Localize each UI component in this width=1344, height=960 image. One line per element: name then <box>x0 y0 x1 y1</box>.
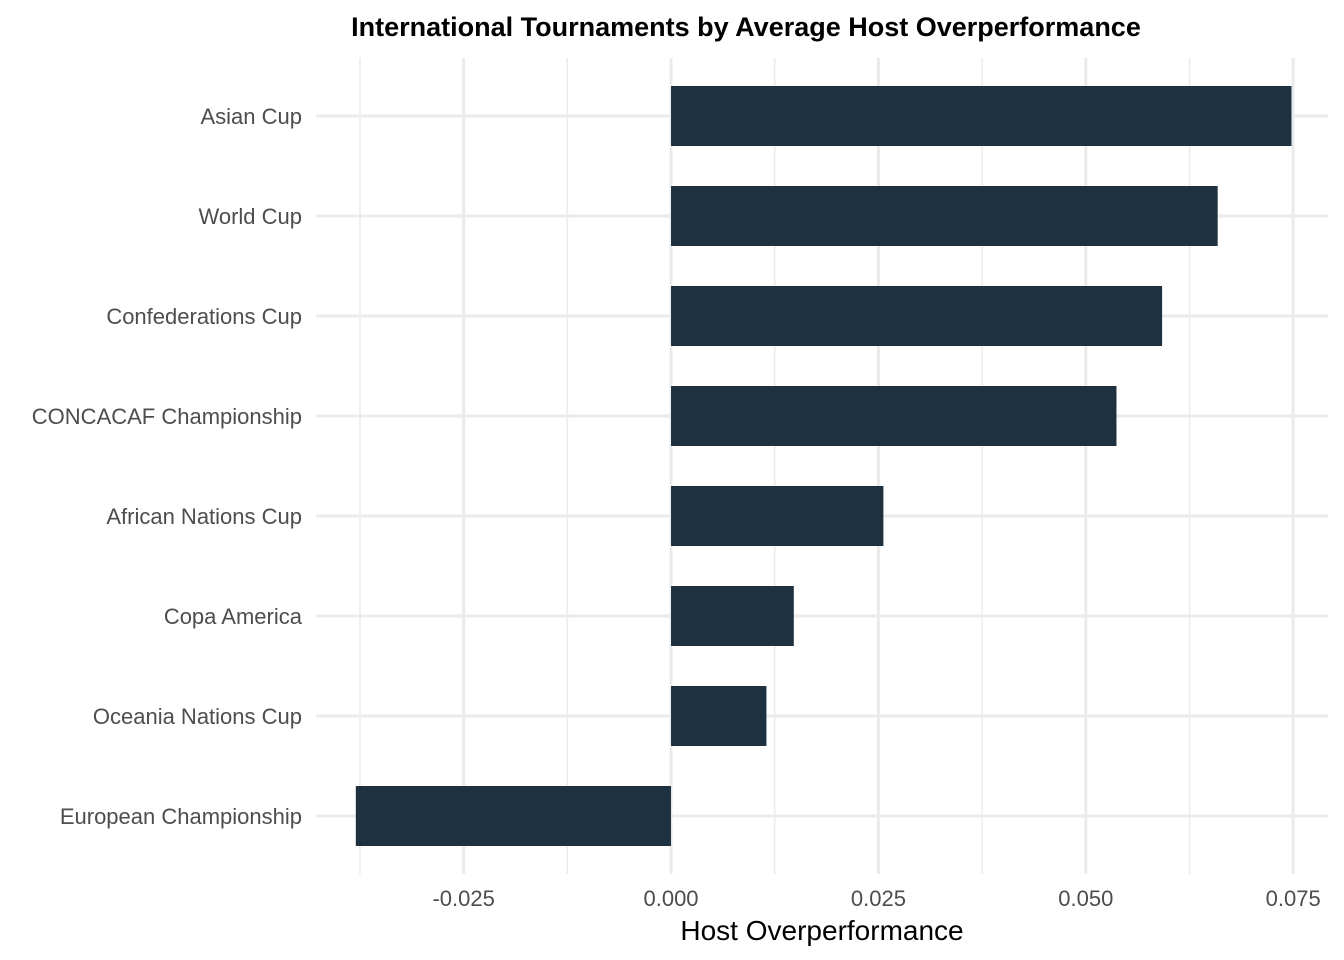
bar-copa-america <box>671 586 794 646</box>
bar-world-cup <box>671 186 1218 246</box>
x-tick-labels: -0.025 0.000 0.025 0.050 0.075 <box>432 886 1320 911</box>
bar-european-championship <box>355 786 672 846</box>
category-label: Asian Cup <box>200 104 302 129</box>
bars <box>355 86 1292 846</box>
x-tick-label: 0.050 <box>1058 886 1113 911</box>
x-axis-label: Host Overperformance <box>680 915 963 946</box>
category-label: Copa America <box>164 604 303 629</box>
category-label: European Championship <box>60 804 302 829</box>
bar-concacaf-championship <box>671 386 1117 446</box>
bar-african-nations-cup <box>671 486 884 546</box>
x-tick-label: 0.075 <box>1266 886 1321 911</box>
category-label: African Nations Cup <box>106 504 302 529</box>
bar-oceania-nations-cup <box>671 686 767 746</box>
bar-confederations-cup <box>671 286 1163 346</box>
category-label: Confederations Cup <box>106 304 302 329</box>
grid-major-lines <box>462 58 1295 874</box>
category-label: Oceania Nations Cup <box>93 704 302 729</box>
category-label: World Cup <box>198 204 302 229</box>
x-tick-label: -0.025 <box>432 886 494 911</box>
grid-minor-lines <box>359 58 1191 874</box>
category-label: CONCACAF Championship <box>32 404 302 429</box>
x-tick-label: 0.000 <box>643 886 698 911</box>
chart-title: International Tournaments by Average Hos… <box>351 12 1141 42</box>
category-labels: Asian Cup World Cup Confederations Cup CONC… <box>32 104 303 829</box>
bar-asian-cup <box>671 86 1292 146</box>
x-tick-label: 0.025 <box>851 886 906 911</box>
